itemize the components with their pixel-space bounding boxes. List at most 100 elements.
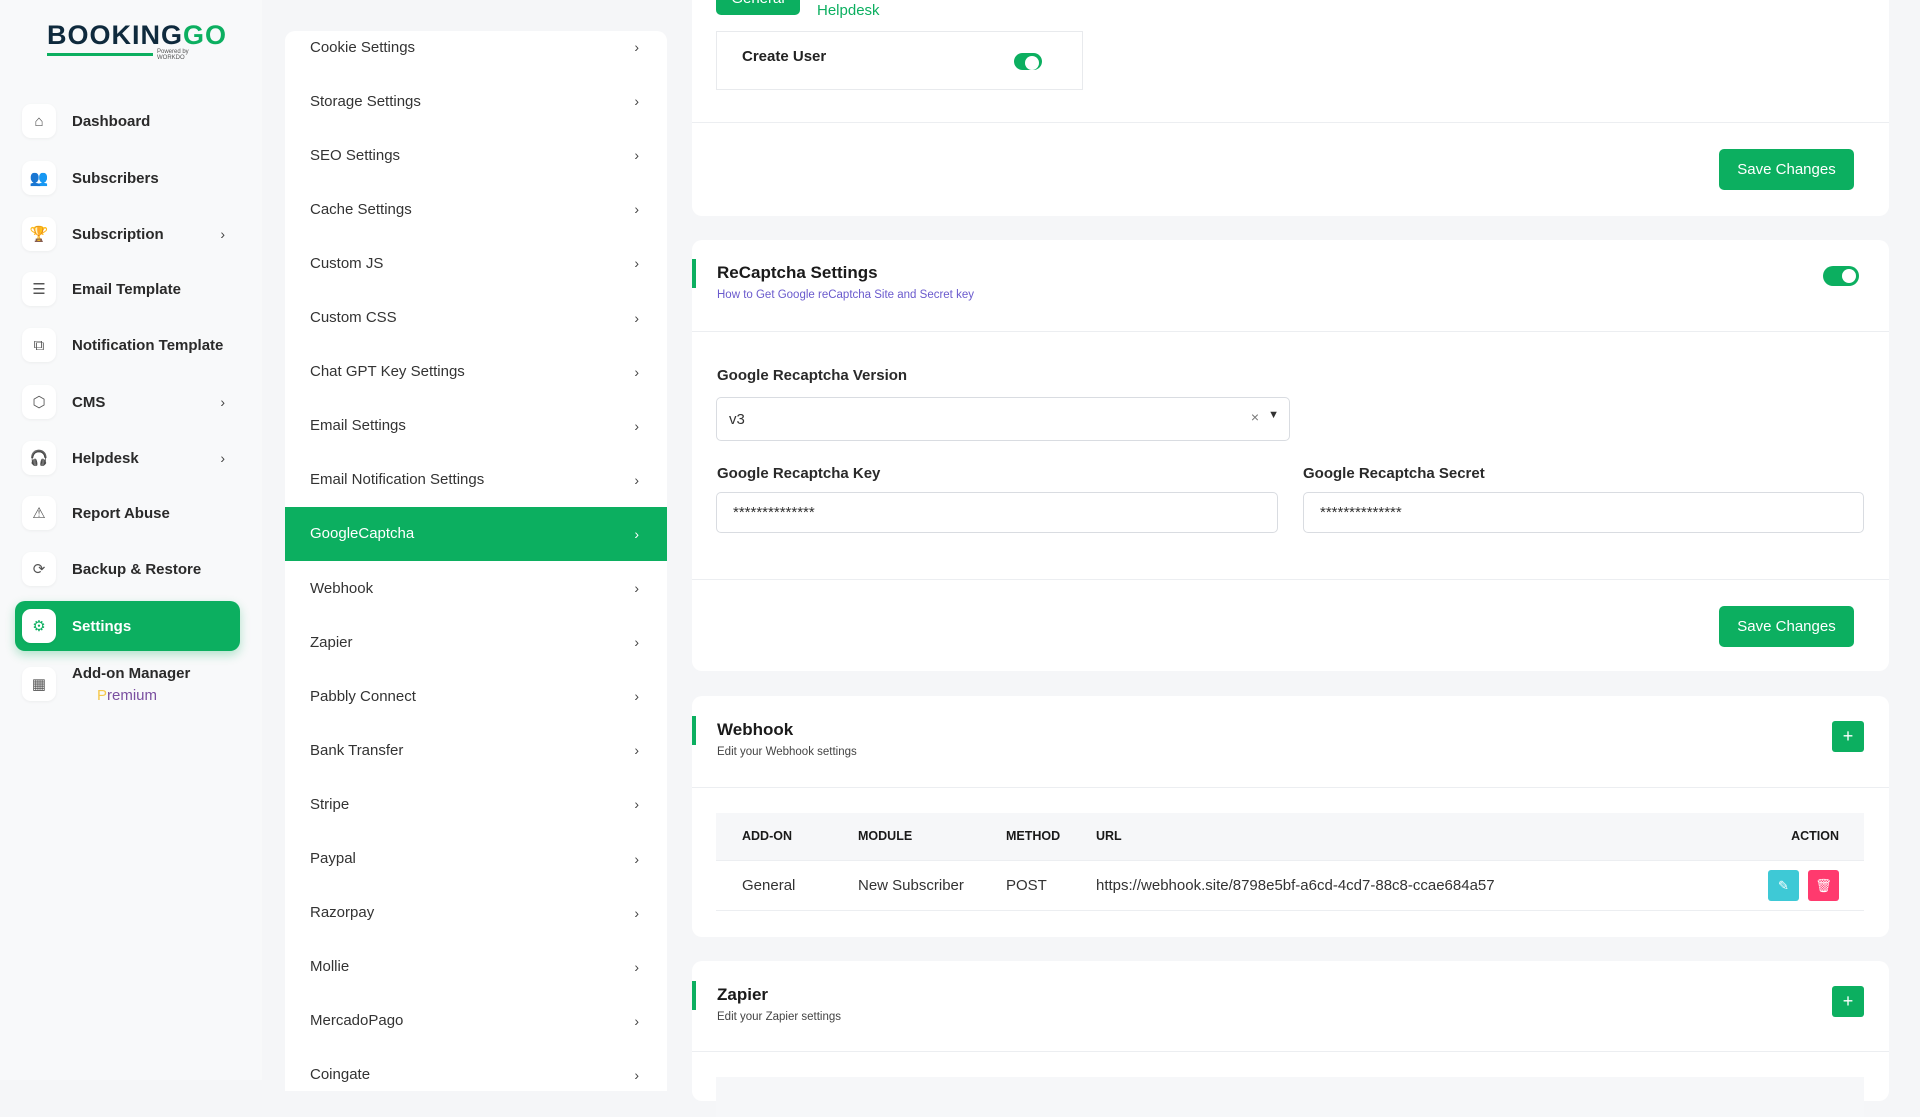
sidebar-item-label: Email Template bbox=[72, 280, 181, 298]
settings-menu-item-seo-settings[interactable]: SEO Settings › bbox=[285, 128, 667, 182]
sidebar-item-helpdesk[interactable]: 🎧 Helpdesk › bbox=[15, 433, 240, 483]
column-method: METHOD bbox=[1006, 829, 1061, 843]
sidebar-item-dashboard[interactable]: ⌂ Dashboard bbox=[15, 96, 240, 146]
table-header bbox=[716, 1077, 1864, 1117]
sidebar-item-email-template[interactable]: ☰ Email Template bbox=[15, 264, 240, 314]
clear-icon[interactable]: × bbox=[1250, 409, 1259, 425]
settings-menu-item-paypal[interactable]: Paypal › bbox=[285, 832, 667, 886]
sidebar-item-label: Subscribers bbox=[72, 169, 159, 187]
zapier-subtitle: Edit your Zapier settings bbox=[717, 1011, 842, 1023]
tab-general[interactable]: General bbox=[716, 0, 800, 15]
settings-menu-item-stripe[interactable]: Stripe › bbox=[285, 777, 667, 831]
sidebar-item-label: Notification Template bbox=[72, 336, 224, 354]
sidebar: BOOKINGGO Powered by WORKDO ⌂ Dashboard 👥 S… bbox=[0, 0, 262, 1080]
tab-helpdesk[interactable]: Helpdesk bbox=[817, 2, 880, 19]
settings-menu-item-custom-js[interactable]: Custom JS › bbox=[285, 236, 667, 290]
settings-menu-item-custom-css[interactable]: Custom CSS › bbox=[285, 291, 667, 345]
settings-menu-item-mollie[interactable]: Mollie › bbox=[285, 940, 667, 994]
pencil-icon: ✎ bbox=[1778, 877, 1789, 893]
menu-item-label: SEO Settings bbox=[310, 146, 401, 164]
settings-menu-item-coingate[interactable]: Coingate › bbox=[285, 1048, 667, 1102]
menu-item-label: Zapier bbox=[310, 633, 353, 651]
sidebar-item-label: Add-on Manager bbox=[72, 664, 191, 682]
recaptcha-key-input[interactable]: ************** bbox=[716, 492, 1278, 533]
sidebar-item-subscription[interactable]: 🏆 Subscription › bbox=[15, 209, 240, 259]
chevron-right-icon: › bbox=[634, 850, 639, 867]
sidebar-item-backup-restore[interactable]: ⟳ Backup & Restore bbox=[15, 544, 240, 594]
recaptcha-secret-input[interactable]: ************** bbox=[1303, 492, 1864, 533]
chevron-right-icon: › bbox=[634, 201, 639, 218]
trash-icon: 🗑 bbox=[1815, 877, 1832, 893]
chevron-right-icon: › bbox=[634, 525, 639, 542]
settings-menu-item-storage-settings[interactable]: Storage Settings › bbox=[285, 74, 667, 128]
settings-menu-item-chat-gpt-key-settings[interactable]: Chat GPT Key Settings › bbox=[285, 345, 667, 399]
brand-logo[interactable]: BOOKINGGO Powered by WORKDO bbox=[47, 20, 226, 61]
save-changes-button[interactable]: Save Changes bbox=[1719, 606, 1854, 647]
premium-badge: Premium bbox=[97, 687, 157, 704]
chevron-right-icon: › bbox=[634, 688, 639, 705]
settings-menu-item-email-notification-settings[interactable]: Email Notification Settings › bbox=[285, 453, 667, 507]
recaptcha-card: ReCaptcha Settings How to Get Google reC… bbox=[692, 240, 1889, 671]
chevron-right-icon: › bbox=[634, 1012, 639, 1029]
settings-menu-item-cookie-settings[interactable]: Cookie Settings › bbox=[285, 20, 667, 74]
sidebar-item-notification-template[interactable]: ⧉ Notification Template bbox=[15, 320, 240, 370]
chevron-right-icon: › bbox=[634, 147, 639, 164]
caret-down-icon[interactable]: ▼ bbox=[1268, 409, 1279, 421]
recaptcha-toggle[interactable] bbox=[1823, 266, 1859, 286]
menu-item-label: GoogleCaptcha bbox=[310, 525, 415, 543]
add-zapier-button[interactable]: + bbox=[1832, 986, 1864, 1017]
webhook-card: Webhook Edit your Webhook settings + ADD… bbox=[692, 696, 1889, 937]
section-accent bbox=[692, 716, 696, 745]
settings-menu-item-bank-transfer[interactable]: Bank Transfer › bbox=[285, 723, 667, 777]
premium-rest: remium bbox=[107, 687, 158, 704]
menu-item-label: Pabbly Connect bbox=[310, 687, 416, 705]
cell-module: New Subscriber bbox=[858, 877, 964, 894]
menu-item-label: Custom JS bbox=[310, 254, 384, 272]
trophy-icon: 🏆 bbox=[22, 217, 56, 251]
settings-menu-item-razorpay[interactable]: Razorpay › bbox=[285, 886, 667, 940]
add-webhook-button[interactable]: + bbox=[1832, 721, 1864, 752]
column-url: URL bbox=[1096, 829, 1122, 843]
recaptcha-help-link[interactable]: How to Get Google reCaptcha Site and Sec… bbox=[717, 289, 974, 301]
chevron-right-icon: › bbox=[634, 417, 639, 434]
chevron-right-icon: › bbox=[634, 363, 639, 380]
settings-menu: Cookie Settings › Storage Settings › SEO Set… bbox=[285, 31, 667, 1091]
notification-icon: ⧉ bbox=[22, 328, 56, 362]
settings-menu-item-zapier[interactable]: Zapier › bbox=[285, 615, 667, 669]
backup-icon: ⟳ bbox=[22, 552, 56, 586]
menu-item-label: Custom CSS bbox=[310, 309, 397, 326]
menu-item-label: Bank Transfer bbox=[310, 741, 404, 759]
chevron-right-icon: › bbox=[634, 93, 639, 110]
divider bbox=[692, 122, 1889, 123]
cell-url: https://webhook.site/8798e5bf-a6cd-4cd7-… bbox=[1096, 877, 1495, 894]
sidebar-item-add-on-manager[interactable]: ▦ Add-on Manager bbox=[15, 659, 240, 709]
chevron-right-icon: › bbox=[634, 580, 639, 596]
settings-menu-item-webhook[interactable]: Webhook › bbox=[285, 561, 667, 615]
settings-menu-item-email-settings[interactable]: Email Settings › bbox=[285, 399, 667, 453]
settings-menu-item-pabbly-connect[interactable]: Pabbly Connect › bbox=[285, 669, 667, 723]
settings-menu-item-cache-settings[interactable]: Cache Settings › bbox=[285, 182, 667, 236]
recaptcha-title: ReCaptcha Settings bbox=[717, 263, 878, 282]
zapier-card: Zapier Edit your Zapier settings + bbox=[692, 961, 1889, 1117]
version-select[interactable]: v3 × ▼ bbox=[716, 397, 1290, 441]
delete-button[interactable]: 🗑 bbox=[1808, 870, 1839, 901]
create-user-toggle[interactable] bbox=[1014, 53, 1042, 70]
apps-icon: ▦ bbox=[22, 667, 56, 701]
sidebar-item-cms[interactable]: ⬡ CMS › bbox=[15, 377, 240, 427]
edit-button[interactable]: ✎ bbox=[1768, 870, 1799, 901]
key-label: Google Recaptcha Key bbox=[717, 465, 881, 482]
save-changes-button[interactable]: Save Changes bbox=[1719, 149, 1854, 190]
users-icon: 👥 bbox=[22, 161, 56, 195]
section-accent bbox=[692, 259, 696, 288]
sidebar-item-report-abuse[interactable]: ⚠ Report Abuse bbox=[15, 488, 240, 538]
settings-menu-item-googlecaptcha[interactable]: GoogleCaptcha › bbox=[285, 506, 667, 561]
settings-menu-item-mercadopago[interactable]: MercadoPago › bbox=[285, 994, 667, 1048]
sidebar-item-subscribers[interactable]: 👥 Subscribers bbox=[15, 153, 240, 203]
menu-item-label: Razorpay bbox=[310, 904, 375, 922]
sidebar-item-settings[interactable]: ⚙ Settings bbox=[15, 601, 240, 651]
divider bbox=[692, 579, 1889, 580]
create-user-box: Create User bbox=[716, 31, 1083, 90]
sidebar-item-label: Subscription bbox=[72, 225, 164, 243]
zapier-title: Zapier bbox=[717, 985, 769, 1004]
section-accent bbox=[692, 981, 696, 1010]
